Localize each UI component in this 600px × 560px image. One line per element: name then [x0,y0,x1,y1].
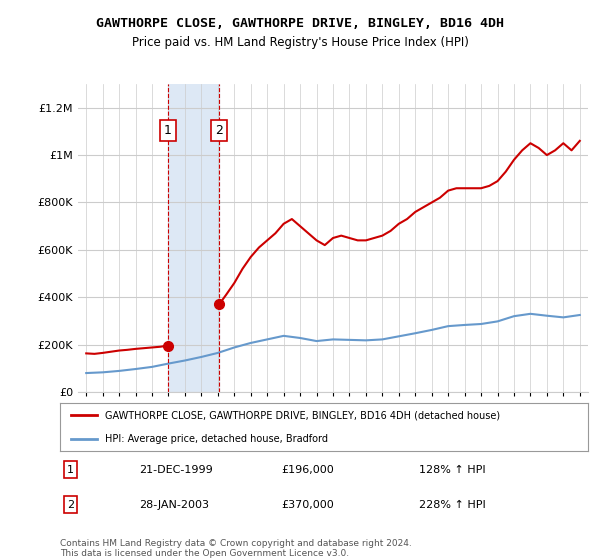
Text: £196,000: £196,000 [282,465,335,475]
Text: 1: 1 [67,465,74,475]
Text: GAWTHORPE CLOSE, GAWTHORPE DRIVE, BINGLEY, BD16 4DH (detached house): GAWTHORPE CLOSE, GAWTHORPE DRIVE, BINGLE… [105,410,500,420]
Bar [168,84,219,392]
Text: 28-JAN-2003: 28-JAN-2003 [139,500,209,510]
Text: 2: 2 [215,124,223,137]
Text: 2: 2 [67,500,74,510]
Text: 21-DEC-1999: 21-DEC-1999 [139,465,213,475]
Text: HPI: Average price, detached house, Bradford: HPI: Average price, detached house, Brad… [105,434,328,444]
Text: £370,000: £370,000 [282,500,335,510]
Text: 128% ↑ HPI: 128% ↑ HPI [419,465,485,475]
Text: Price paid vs. HM Land Registry's House Price Index (HPI): Price paid vs. HM Land Registry's House … [131,36,469,49]
Text: 1: 1 [164,124,172,137]
Text: Contains HM Land Registry data © Crown copyright and database right 2024.
This d: Contains HM Land Registry data © Crown c… [60,539,412,558]
Text: GAWTHORPE CLOSE, GAWTHORPE DRIVE, BINGLEY, BD16 4DH: GAWTHORPE CLOSE, GAWTHORPE DRIVE, BINGLE… [96,17,504,30]
Text: 228% ↑ HPI: 228% ↑ HPI [419,500,486,510]
